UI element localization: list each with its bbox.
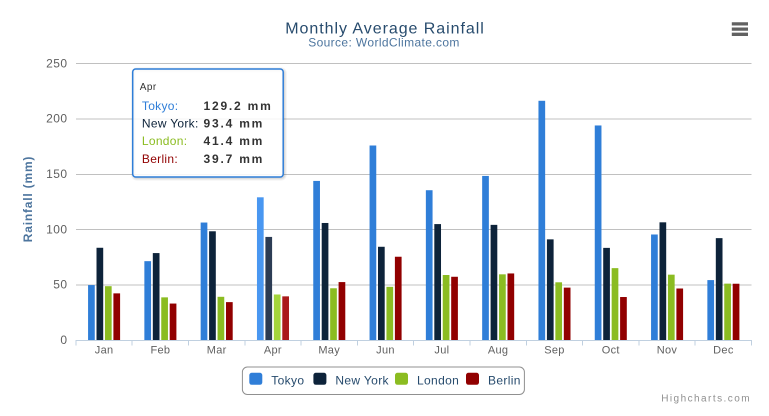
svg-text:Aug: Aug <box>488 345 508 357</box>
svg-text:Dec: Dec <box>713 345 734 357</box>
svg-text:Feb: Feb <box>150 345 170 357</box>
svg-text:Apr: Apr <box>140 82 157 93</box>
svg-text:100: 100 <box>46 222 68 236</box>
svg-text:129.2 mm: 129.2 mm <box>204 99 273 113</box>
svg-text:New York: New York <box>335 373 389 387</box>
svg-text:150: 150 <box>46 167 68 181</box>
svg-text:Tokyo: Tokyo <box>271 373 304 387</box>
svg-text:Monthly Average Rainfall: Monthly Average Rainfall <box>285 21 485 38</box>
svg-text:Berlin:: Berlin: <box>142 152 178 166</box>
svg-text:May: May <box>318 345 340 357</box>
svg-text:Oct: Oct <box>602 345 620 357</box>
svg-text:93.4 mm: 93.4 mm <box>204 117 265 131</box>
svg-text:Highcharts.com: Highcharts.com <box>661 394 751 405</box>
svg-text:Apr: Apr <box>264 345 282 357</box>
svg-text:Source: WorldClimate.com: Source: WorldClimate.com <box>308 36 460 50</box>
svg-text:Jul: Jul <box>434 345 449 357</box>
svg-text:Sep: Sep <box>544 345 564 357</box>
svg-text:41.4 mm: 41.4 mm <box>204 134 265 148</box>
svg-text:Jun: Jun <box>376 345 395 357</box>
svg-text:0: 0 <box>60 333 67 347</box>
svg-text:Rainfall (mm): Rainfall (mm) <box>21 156 35 242</box>
svg-text:London: London <box>417 373 459 387</box>
svg-text:39.7 mm: 39.7 mm <box>204 152 265 166</box>
svg-text:250: 250 <box>46 56 68 70</box>
svg-text:New York:: New York: <box>142 117 199 131</box>
svg-text:Berlin: Berlin <box>488 373 521 387</box>
svg-text:Mar: Mar <box>207 345 227 357</box>
svg-text:Tokyo:: Tokyo: <box>142 99 178 113</box>
svg-text:200: 200 <box>46 112 68 126</box>
svg-text:London:: London: <box>142 134 187 148</box>
svg-text:50: 50 <box>53 278 67 292</box>
svg-text:Nov: Nov <box>657 345 678 357</box>
svg-text:Jan: Jan <box>95 345 114 357</box>
